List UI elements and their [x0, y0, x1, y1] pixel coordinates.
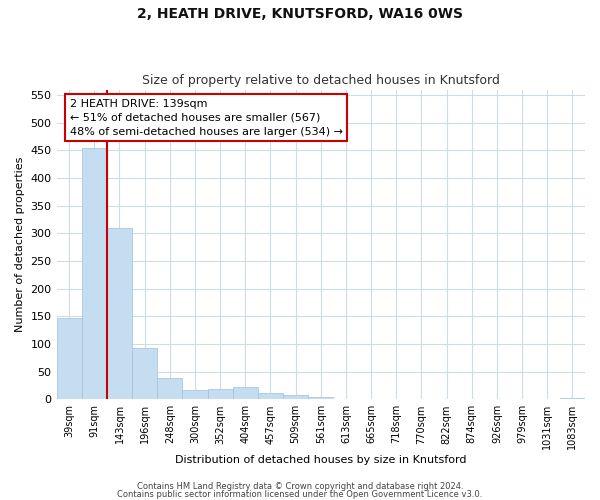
Bar [132, 348, 157, 400]
Bar [334, 399, 359, 400]
Bar [560, 398, 585, 400]
Bar [157, 378, 182, 400]
Bar [107, 228, 132, 400]
Text: 2, HEATH DRIVE, KNUTSFORD, WA16 0WS: 2, HEATH DRIVE, KNUTSFORD, WA16 0WS [137, 8, 463, 22]
Bar [208, 390, 233, 400]
Bar [258, 393, 283, 400]
Bar [283, 396, 308, 400]
Text: Contains public sector information licensed under the Open Government Licence v3: Contains public sector information licen… [118, 490, 482, 499]
X-axis label: Distribution of detached houses by size in Knutsford: Distribution of detached houses by size … [175, 455, 467, 465]
Text: 2 HEATH DRIVE: 139sqm
← 51% of detached houses are smaller (567)
48% of semi-det: 2 HEATH DRIVE: 139sqm ← 51% of detached … [70, 99, 343, 137]
Bar [308, 397, 334, 400]
Bar [82, 148, 107, 400]
Bar [56, 318, 82, 400]
Y-axis label: Number of detached properties: Number of detached properties [15, 157, 25, 332]
Bar [233, 386, 258, 400]
Title: Size of property relative to detached houses in Knutsford: Size of property relative to detached ho… [142, 74, 500, 87]
Text: Contains HM Land Registry data © Crown copyright and database right 2024.: Contains HM Land Registry data © Crown c… [137, 482, 463, 491]
Bar [182, 390, 208, 400]
